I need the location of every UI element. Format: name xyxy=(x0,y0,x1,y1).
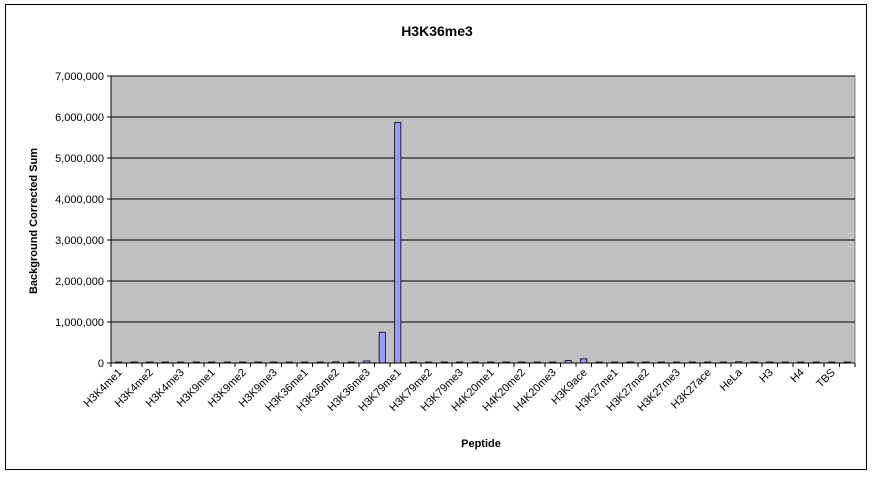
x-tick-label: TBS xyxy=(814,367,838,391)
x-tick-label: H3 xyxy=(757,367,775,385)
y-tick-label: 0 xyxy=(98,358,104,370)
x-axis: H3K4me1H3K4me2H3K4me3H3K9me1H3K9me2H3K9m… xyxy=(82,362,856,414)
gridlines xyxy=(111,75,855,323)
y-tick-label: 6,000,000 xyxy=(55,112,104,124)
y-tick-label: 4,000,000 xyxy=(55,194,104,206)
x-tick-label: HeLa xyxy=(718,366,746,394)
chart-frame: H3K36me3 Background Corrected Sum Peptid… xyxy=(5,4,867,470)
y-tick-label: 2,000,000 xyxy=(55,276,104,288)
bar xyxy=(378,331,386,364)
y-tick-label: 1,000,000 xyxy=(55,317,104,329)
chart: H3K36me3 Background Corrected Sum Peptid… xyxy=(28,23,856,450)
x-tick-label: H4 xyxy=(788,367,806,385)
chart-title: H3K36me3 xyxy=(401,23,473,39)
plot-area xyxy=(110,75,856,364)
bar xyxy=(580,358,588,364)
y-tick-label: 7,000,000 xyxy=(55,71,104,83)
y-axis: 0 1,000,000 2,000,000 3,000,000 4,000,000 5,0… xyxy=(55,71,112,370)
y-tick-label: 3,000,000 xyxy=(55,235,104,247)
y-tick-label: 5,000,000 xyxy=(55,153,104,165)
x-axis-label: Peptide xyxy=(461,438,501,450)
bar xyxy=(394,121,402,364)
y-axis-label: Background Corrected Sum xyxy=(28,148,40,294)
